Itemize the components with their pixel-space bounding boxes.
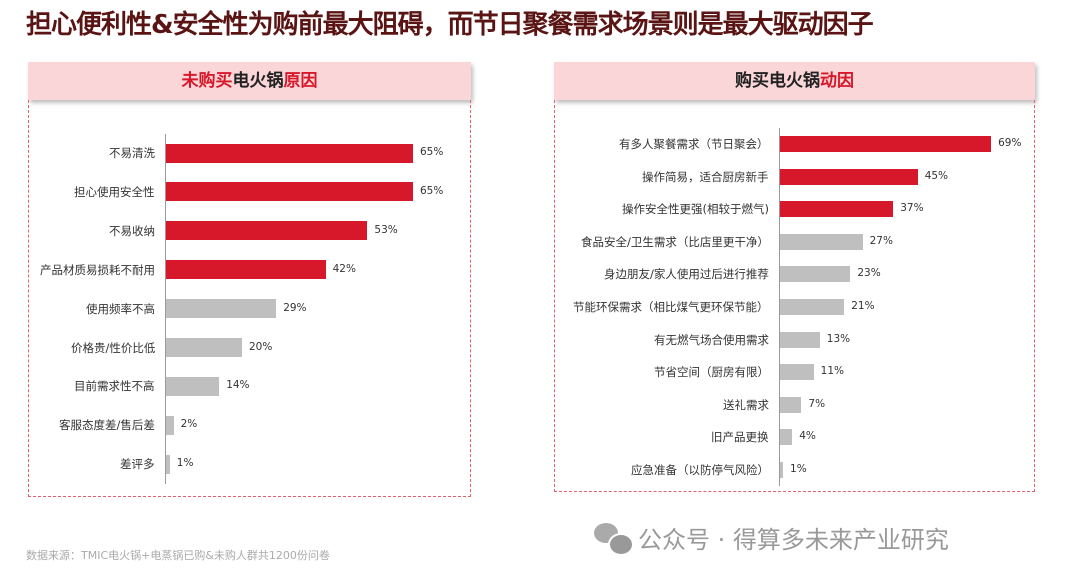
- y-axis-line: [165, 133, 166, 484]
- bar: [780, 266, 851, 283]
- bar: [780, 233, 863, 250]
- category-label: 价格贵/性价比低: [71, 340, 156, 355]
- category-label: 产品材质易损耗不耐用: [40, 262, 155, 277]
- data-label: 29%: [283, 301, 307, 314]
- data-label: 42%: [332, 262, 356, 275]
- bar: [166, 454, 170, 474]
- wechat-icon: [594, 522, 634, 556]
- bar: [166, 415, 174, 435]
- data-label: 1%: [790, 463, 807, 475]
- bar: [780, 462, 784, 478]
- data-label: 11%: [820, 365, 844, 378]
- category-label: 操作简易，适合厨房新手: [642, 169, 769, 184]
- bar: [780, 331, 820, 348]
- data-label: 13%: [826, 332, 851, 345]
- bar: [780, 136, 992, 152]
- header-part: 原因: [283, 71, 318, 91]
- data-label: 20%: [249, 340, 273, 353]
- right-chart-frame: [554, 100, 1035, 492]
- category-label: 使用频率不高: [86, 301, 155, 316]
- bar: [780, 429, 793, 446]
- data-label: 4%: [799, 430, 816, 443]
- bar: [166, 376, 220, 396]
- category-label: 食品安全/卫生需求（比店里更干净）: [581, 234, 769, 249]
- data-label: 2%: [180, 418, 198, 431]
- category-label: 不易收纳: [109, 223, 155, 238]
- category-label: 旧产品更换: [711, 430, 769, 445]
- data-label: 53%: [374, 223, 398, 236]
- bar: [780, 201, 894, 218]
- data-label: 27%: [869, 234, 893, 247]
- page-title: 担心便利性&安全性为购前最大阻碍，而节日聚餐需求场景则是最大驱动因子: [26, 10, 874, 40]
- category-label: 客服态度差/售后差: [59, 418, 155, 433]
- data-source-note: 数据来源：TMIC电火锅+电蒸锅已购&未购人群共1200份问卷: [26, 549, 330, 562]
- data-label: 65%: [420, 146, 444, 158]
- watermark-text: 公众号 · 得算多未来产业研究: [638, 526, 949, 554]
- category-label: 节能环保需求（相比煤气更环保节能）: [573, 300, 769, 314]
- bar: [166, 143, 413, 163]
- bar: [166, 182, 413, 202]
- bar: [166, 338, 242, 357]
- header-part: 电火锅: [232, 71, 284, 91]
- left-chart-frame: [28, 100, 471, 497]
- y-axis-line: [779, 127, 780, 487]
- category-label: 有无燃气场合使用需求: [654, 332, 769, 347]
- bar: [780, 299, 845, 315]
- category-label: 节省空间（厨房有限）: [654, 365, 769, 380]
- data-label: 69%: [998, 137, 1022, 149]
- category-label: 不易清洗: [109, 146, 155, 160]
- data-label: 7%: [808, 397, 826, 410]
- category-label: 操作安全性更强(相较于燃气): [622, 202, 769, 217]
- data-label: 1%: [176, 457, 194, 470]
- header-part: 动因: [820, 71, 854, 91]
- category-label: 有多人聚餐需求（节日聚会）: [619, 137, 769, 151]
- data-label: 45%: [924, 169, 949, 182]
- left-chart-header: 未购买电火锅原因: [28, 62, 471, 100]
- data-label: 23%: [857, 267, 881, 280]
- right-chart-header: 购买电火锅动因: [554, 62, 1035, 100]
- category-label: 应急准备（以防停气风险）: [631, 463, 769, 477]
- data-label: 37%: [900, 202, 924, 215]
- category-label: 目前需求性不高: [74, 379, 155, 394]
- data-label: 14%: [226, 379, 250, 392]
- watermark: 公众号 · 得算多未来产业研究: [594, 520, 1054, 556]
- category-label: 担心使用安全性: [74, 184, 155, 199]
- bar: [166, 221, 368, 241]
- bar: [780, 364, 814, 381]
- category-label: 身边朋友/家人使用过后进行推荐: [604, 267, 769, 282]
- bar: [166, 260, 326, 280]
- header-part: 未购买: [181, 71, 233, 91]
- category-label: 差评多: [120, 457, 155, 472]
- data-label: 65%: [420, 184, 444, 197]
- category-label: 送礼需求: [723, 397, 769, 412]
- bar: [166, 299, 277, 319]
- bar: [780, 396, 802, 413]
- header-part: 购买电火锅: [735, 71, 820, 91]
- data-label: 21%: [851, 300, 875, 312]
- bar: [780, 168, 918, 185]
